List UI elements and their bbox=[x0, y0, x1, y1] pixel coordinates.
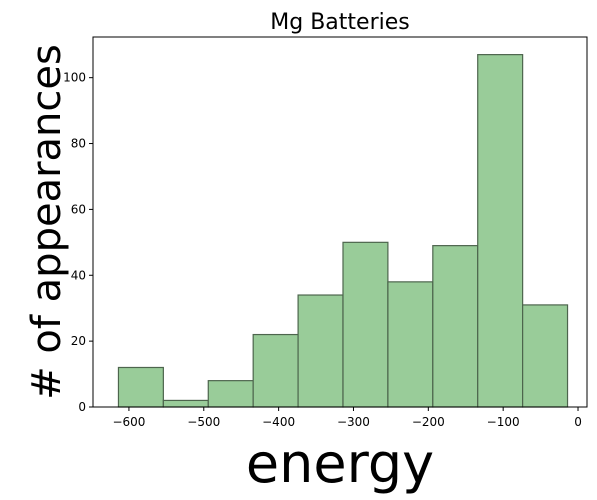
x-axis-ticks: −600 −500 −400 −300 −200 −100 0 bbox=[112, 407, 582, 429]
histogram-bar bbox=[387, 281, 434, 408]
histogram-bar bbox=[522, 304, 569, 408]
histogram-bar bbox=[342, 241, 389, 408]
x-tick-label: −500 bbox=[187, 415, 220, 429]
y-axis-label: # of appearances bbox=[24, 44, 70, 400]
histogram-bar bbox=[432, 245, 479, 408]
histogram-bar bbox=[477, 54, 524, 408]
x-tick-label: −600 bbox=[112, 415, 145, 429]
y-tick-label: 60 bbox=[71, 202, 86, 216]
histogram-bar bbox=[252, 333, 299, 408]
x-tick-label: −200 bbox=[412, 415, 445, 429]
y-tick-label: 40 bbox=[71, 268, 86, 282]
x-tick-label: −100 bbox=[487, 415, 520, 429]
histogram-bar bbox=[117, 366, 164, 408]
histogram-bar bbox=[162, 399, 209, 408]
axes-frame bbox=[92, 36, 588, 408]
y-tick-label: 20 bbox=[71, 334, 86, 348]
x-tick-label: −300 bbox=[337, 415, 370, 429]
histogram-bar bbox=[207, 380, 254, 408]
y-axis-ticks: 0 20 40 60 80 100 bbox=[63, 71, 93, 414]
x-tick-label: −400 bbox=[262, 415, 295, 429]
histogram-bar bbox=[297, 294, 344, 408]
chart-title: Mg Batteries bbox=[270, 10, 409, 35]
x-tick-label: 0 bbox=[574, 415, 582, 429]
y-tick-label: 0 bbox=[78, 400, 86, 414]
x-axis-label: energy bbox=[246, 432, 434, 495]
y-tick-label: 80 bbox=[71, 137, 86, 151]
bars-group bbox=[117, 54, 569, 408]
y-tick-label: 100 bbox=[63, 71, 86, 85]
